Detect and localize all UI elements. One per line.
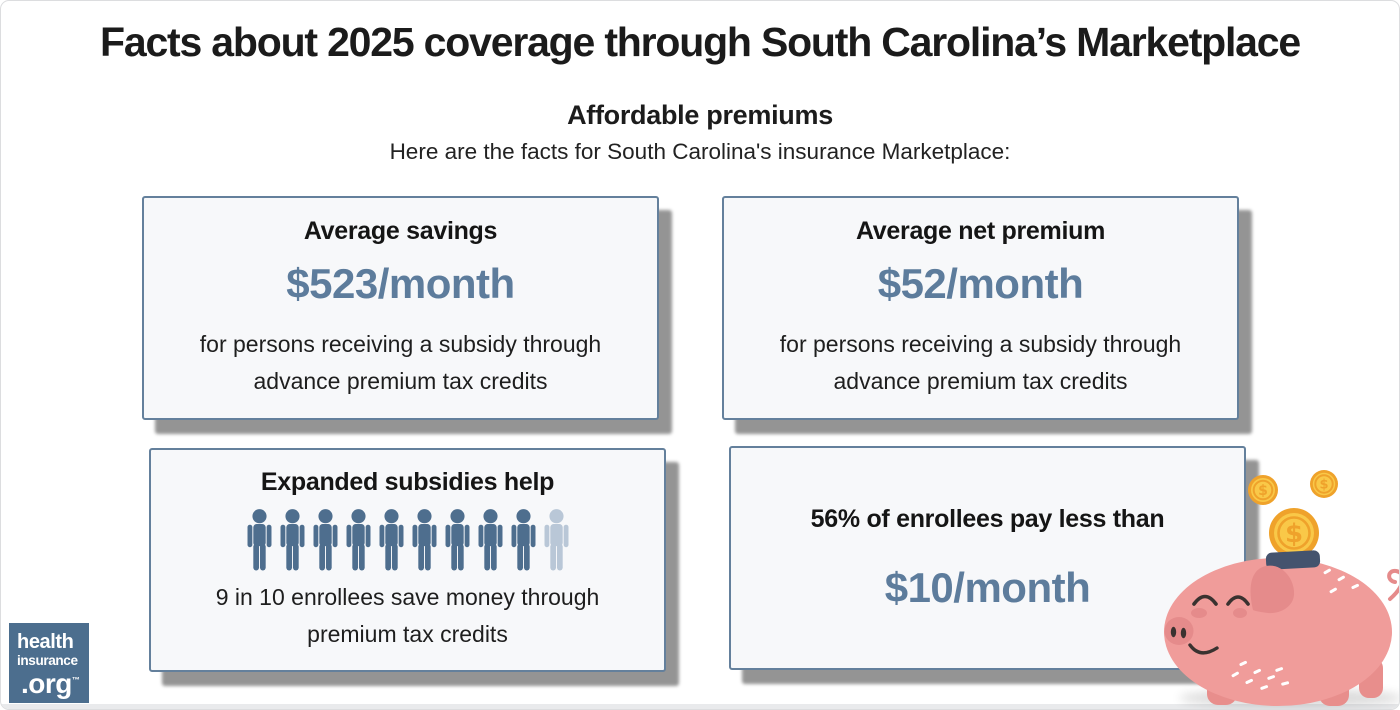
pig-speckles (1231, 564, 1367, 690)
pig-tail (1387, 568, 1399, 601)
pig-eye-icon (1226, 595, 1250, 606)
person-icon (346, 509, 370, 571)
person-icon (544, 509, 568, 571)
card-title: Expanded subsidies help (260, 468, 555, 497)
card-title: Average savings (303, 217, 498, 246)
card-value: $523/month (286, 260, 515, 308)
card-description: for persons receiving a subsidy through … (779, 331, 1182, 394)
dollar-sign: $ (1258, 483, 1268, 499)
card-value: $52/month (877, 260, 1084, 308)
trademark-symbol: ™ (71, 675, 80, 685)
piggy-bank-illustration: $ (1161, 446, 1399, 709)
pig-eye-icon (1192, 594, 1218, 606)
healthinsurance-org-logo: health insurance .org™ (9, 623, 89, 703)
dollar-sign: $ (1285, 519, 1303, 549)
person-icon (313, 509, 337, 571)
coin-small-left-icon: $ (1248, 475, 1278, 505)
person-icon (511, 509, 535, 571)
logo-line-insurance: insurance (17, 653, 78, 668)
card-description: 9 in 10 enrollees save money through pre… (215, 584, 600, 647)
card-title: 56% of enrollees pay less than (810, 504, 1165, 533)
piggy-bank-icon: $ (1164, 470, 1399, 707)
card-description: for persons receiving a subsidy through … (199, 331, 602, 394)
enrollee-pictogram (245, 509, 571, 571)
stat-card-pay-less-than: 56% of enrollees pay less than $10/month (729, 446, 1246, 670)
stat-card-average-net-premium: Average net premium $52/month for person… (722, 196, 1239, 420)
stat-card-expanded-subsidies: Expanded subsidies help 9 in 10 enrollee… (149, 448, 666, 672)
card-title: Average net premium (855, 217, 1105, 246)
page-intro: Here are the facts for South Carolina's … (389, 139, 1011, 164)
dollar-sign: $ (1319, 478, 1328, 493)
page-title: Facts about 2025 coverage through South … (100, 19, 1301, 65)
coin-small-right-icon: $ (1310, 470, 1338, 498)
person-icon (247, 509, 271, 571)
person-icon (379, 509, 403, 571)
stat-card-average-savings: Average savings $523/month for persons r… (142, 196, 659, 420)
person-icon (478, 509, 502, 571)
person-icon (280, 509, 304, 571)
page-bottom-edge (1, 704, 1399, 709)
pig-smile (1188, 643, 1219, 655)
page-subtitle: Affordable premiums (567, 100, 833, 130)
card-value: $10/month (884, 563, 1091, 611)
coin-large-icon: $ (1269, 508, 1319, 558)
person-icon (445, 509, 469, 571)
logo-line-org: .org™ (21, 667, 80, 699)
person-icon (412, 509, 436, 571)
coin-slot (1265, 550, 1321, 570)
logo-line-health: health (17, 631, 74, 653)
